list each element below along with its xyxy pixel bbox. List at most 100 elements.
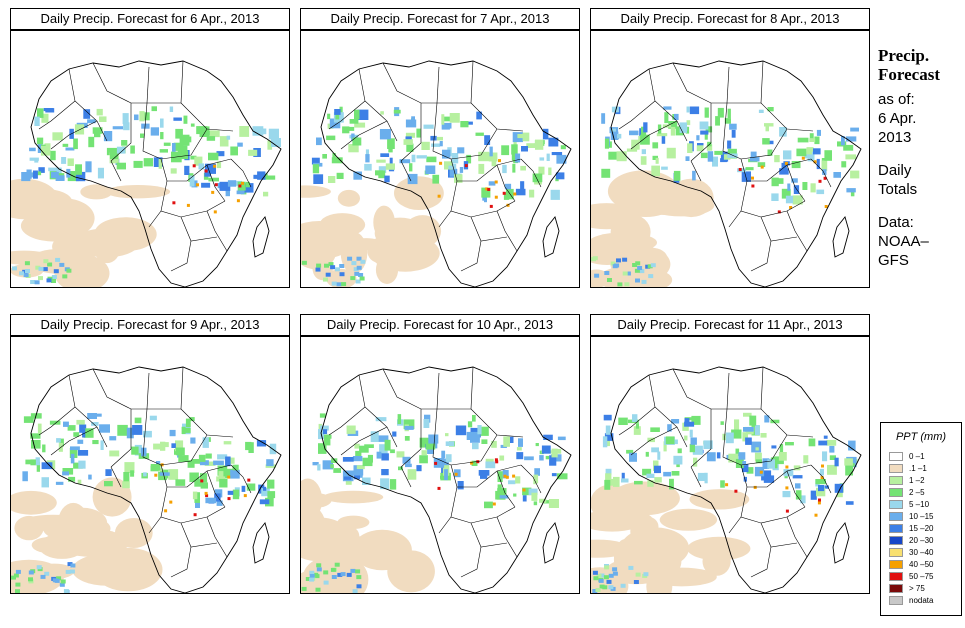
legend-label: 50 –75 (909, 572, 934, 581)
rain-cell (164, 442, 169, 448)
country-border (382, 368, 437, 410)
rain-cell (38, 266, 44, 271)
rain-cell (501, 145, 510, 156)
totals-label: Totals (878, 181, 918, 198)
rain-cell (663, 106, 672, 110)
rain-cell (323, 570, 329, 575)
rain-cell (783, 469, 794, 477)
rain-cell (172, 143, 176, 152)
rain-cell (315, 267, 321, 272)
rain-cell (63, 421, 69, 427)
africa-coastline (30, 366, 282, 593)
rain-cell (757, 162, 766, 167)
rain-cell (647, 480, 654, 487)
rain-cell (629, 130, 639, 136)
rain-cell (607, 278, 612, 282)
rain-cell (334, 109, 341, 115)
country-border (206, 210, 228, 252)
country-border (358, 68, 398, 142)
heavy-rain-cell (785, 486, 789, 490)
rain-cell (216, 500, 223, 506)
rain-cell (405, 119, 417, 128)
rain-cell (380, 478, 390, 490)
heavy-rain-cell (784, 161, 788, 165)
panel-title: Daily Precip. Forecast for 6 Apr., 2013 (10, 8, 290, 30)
rain-cell (216, 151, 225, 157)
heavy-rain-cell (512, 474, 516, 478)
panel-title: Daily Precip. Forecast for 10 Apr., 2013 (300, 314, 580, 336)
rain-cell (689, 106, 700, 115)
heavy-rain-cell (227, 475, 231, 479)
rain-cell (762, 458, 770, 469)
rain-cell (503, 436, 510, 447)
rain-cell (173, 117, 182, 121)
country-border (50, 120, 98, 150)
africa-coastline (610, 60, 862, 287)
rain-cell (339, 106, 343, 114)
rain-cell (353, 475, 360, 480)
rain-cell (324, 434, 331, 446)
rain-cell (237, 181, 246, 191)
rain-cell (685, 126, 690, 134)
rain-cell (384, 175, 390, 183)
rain-cell (526, 143, 537, 148)
madagascar-outline (542, 216, 560, 258)
rain-cell (66, 268, 72, 273)
rain-cell (189, 472, 199, 482)
rain-cell (743, 476, 747, 482)
rain-cell (466, 154, 472, 164)
rain-cell (267, 140, 273, 150)
rain-cell (818, 440, 828, 446)
rain-cell (804, 151, 813, 159)
rain-cell (61, 157, 67, 164)
country-border (750, 240, 772, 272)
rain-cell (35, 457, 40, 466)
rain-cell (184, 165, 190, 175)
dry-area-patch (92, 477, 132, 517)
rain-cell (684, 435, 688, 441)
rain-cell (459, 167, 464, 173)
rain-cell (822, 169, 827, 175)
country-border (786, 164, 806, 202)
rain-cell (163, 142, 171, 146)
rain-cell (706, 452, 716, 462)
rain-cell (629, 452, 637, 462)
rain-cell (639, 128, 643, 136)
rain-cell (488, 181, 496, 186)
rain-cell (378, 166, 387, 173)
rain-cell (271, 138, 281, 147)
heavy-rain-cell (760, 165, 764, 169)
dry-area-patch (387, 550, 435, 593)
side-title: Precip. (878, 46, 930, 65)
rain-cell (230, 469, 240, 479)
rain-cell (727, 153, 738, 158)
rain-cell (809, 133, 814, 142)
rain-cell (201, 182, 211, 188)
rain-cell (77, 450, 89, 456)
rain-cell (521, 146, 528, 152)
rain-cell (548, 137, 559, 147)
rain-cell (594, 273, 600, 278)
heavy-rain-cell (454, 472, 458, 476)
country-border (786, 470, 806, 508)
country-border (38, 406, 76, 436)
rain-cell (433, 458, 445, 468)
rain-cell (315, 587, 321, 592)
rain-cell (722, 433, 730, 441)
rain-cell (55, 175, 65, 181)
rain-cell (824, 150, 832, 161)
country-border (147, 60, 184, 104)
rain-cell (441, 450, 446, 459)
rain-cell (187, 460, 195, 468)
rain-cell (117, 424, 128, 436)
rain-cell (635, 261, 641, 266)
rain-cell (560, 145, 566, 150)
rain-cell (816, 189, 825, 195)
rain-cell (843, 144, 854, 151)
rain-cell (103, 131, 113, 142)
rain-cell (196, 126, 208, 135)
heavy-rain-cell (489, 204, 493, 208)
rain-cell (484, 135, 491, 145)
rain-cell (175, 479, 186, 486)
rain-cell (668, 121, 678, 129)
